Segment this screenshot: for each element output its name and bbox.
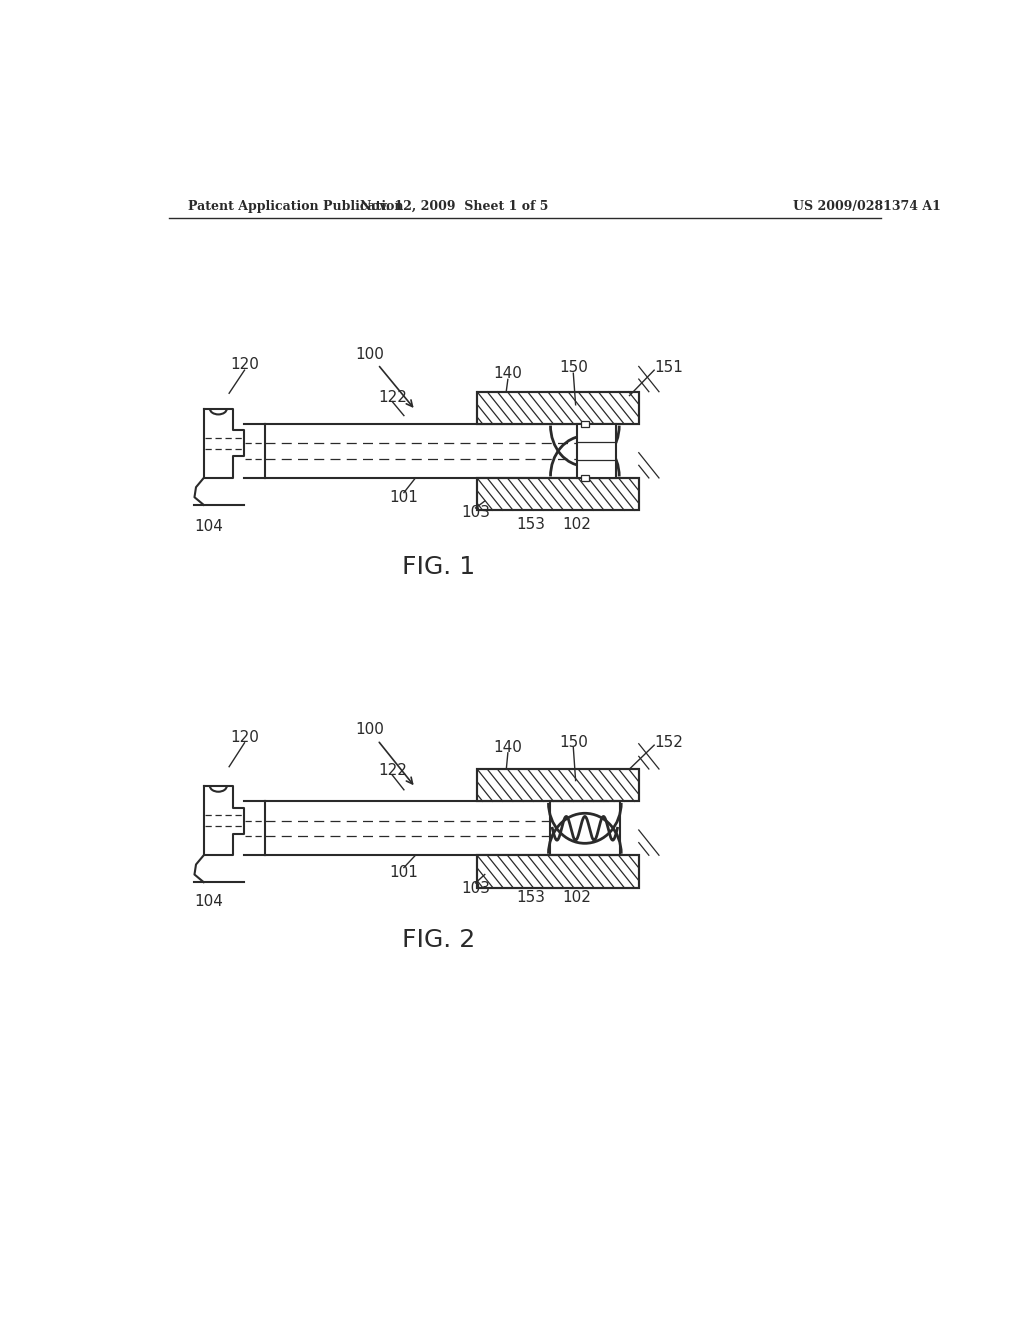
Text: 103: 103 <box>461 880 490 896</box>
Bar <box>477 478 639 511</box>
Text: 152: 152 <box>654 734 683 750</box>
Bar <box>550 801 620 855</box>
Text: 100: 100 <box>355 347 413 407</box>
Text: FIG. 1: FIG. 1 <box>402 554 475 578</box>
Text: 122: 122 <box>378 389 407 405</box>
Bar <box>477 770 639 801</box>
Text: 140: 140 <box>494 741 522 755</box>
Text: 103: 103 <box>461 506 490 520</box>
Text: US 2009/0281374 A1: US 2009/0281374 A1 <box>793 199 941 213</box>
Bar <box>477 770 639 801</box>
Text: 120: 120 <box>230 358 259 372</box>
Text: 102: 102 <box>563 516 592 532</box>
Bar <box>477 392 639 424</box>
Text: Nov. 12, 2009  Sheet 1 of 5: Nov. 12, 2009 Sheet 1 of 5 <box>359 199 548 213</box>
Text: 120: 120 <box>230 730 259 744</box>
Text: 150: 150 <box>559 734 588 750</box>
Text: FIG. 2: FIG. 2 <box>402 928 475 952</box>
Text: 101: 101 <box>389 866 419 880</box>
Bar <box>578 424 615 478</box>
Text: 122: 122 <box>378 763 407 777</box>
Bar <box>581 475 589 480</box>
Bar <box>477 855 639 887</box>
Text: 153: 153 <box>516 516 546 532</box>
Text: Patent Application Publication: Patent Application Publication <box>188 199 403 213</box>
Text: 153: 153 <box>516 890 546 906</box>
Bar <box>477 478 639 511</box>
Text: 100: 100 <box>355 722 413 784</box>
Text: 104: 104 <box>195 894 223 909</box>
Text: 104: 104 <box>195 519 223 535</box>
Text: 102: 102 <box>563 890 592 906</box>
Text: 101: 101 <box>389 490 419 504</box>
Bar <box>581 421 589 428</box>
Text: 150: 150 <box>559 360 588 375</box>
Text: 140: 140 <box>494 367 522 381</box>
Text: 151: 151 <box>654 360 683 375</box>
Bar <box>477 392 639 424</box>
Bar <box>477 855 639 887</box>
